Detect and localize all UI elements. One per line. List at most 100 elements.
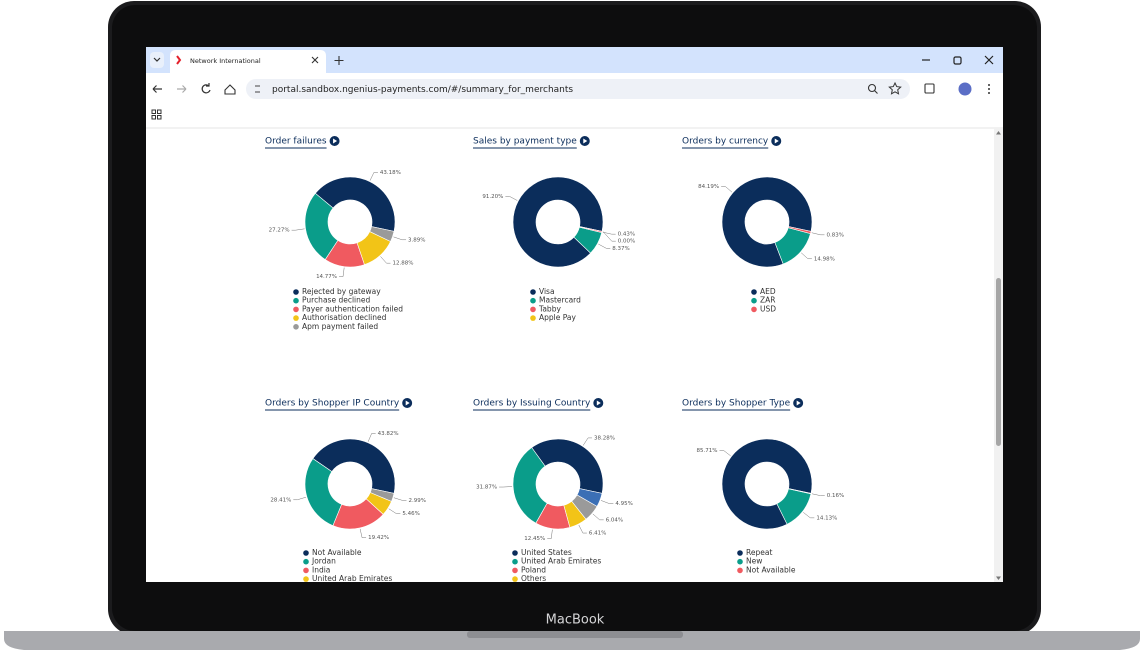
legend-marker [530,315,536,321]
legend-marker [530,289,536,295]
slice-label: 6.41% [589,531,606,537]
menu[interactable] [988,84,990,86]
back[interactable] [152,85,162,93]
leader-line [598,243,611,249]
legend-marker [530,306,536,313]
profile[interactable] [958,82,972,96]
legend-label: USD [760,304,776,313]
slice-label: 38.28% [594,435,615,441]
slice-label: 6.04% [606,517,623,523]
leader-line [600,500,614,504]
leader-line [339,267,345,277]
leader-line [393,497,407,501]
legend-label: Not Available [312,548,362,557]
slice-label: 28.41% [270,497,291,503]
donut-slice [312,438,396,494]
tab-search[interactable] [150,52,164,68]
legend-label: Repeat [746,548,772,557]
info-arrow [405,400,410,406]
donut-slice [369,488,395,502]
leader-line [602,231,616,242]
leader-line [505,196,518,201]
reload[interactable] [201,83,211,94]
legend-label: Authorisation declined [302,313,387,322]
legend-marker [293,306,299,313]
slice-label: 4.95% [615,501,632,507]
leader-line [293,496,307,501]
slice-label: 2.99% [408,498,425,504]
restore[interactable] [953,56,962,65]
screen [146,47,1003,582]
scroll-up[interactable] [996,131,1001,135]
legend-label: Jordan [311,557,336,566]
legend-label: Visa [539,287,555,296]
slice-label: 27.27% [269,228,290,234]
new-tab[interactable] [334,56,344,65]
legend-marker [303,567,309,574]
info-arrow [333,138,338,144]
legend-marker [303,576,309,582]
extensions[interactable] [924,83,935,94]
apps-icon[interactable] [151,109,162,120]
legend-label: Apm payment failed [302,322,378,331]
donut-slice [721,176,813,268]
slice-label: 8.37% [612,246,629,252]
chart: Orders by Shopper Type 85.71% 14.13% 0.16% R… [682,398,844,574]
scrollbar-thumb[interactable] [996,278,1001,446]
legend-label: Payer authentication failed [302,304,403,313]
slice-label: 84.19% [698,184,719,190]
close-window[interactable] [984,55,994,65]
legend-label: Purchase declined [302,296,370,305]
tab-close[interactable] [311,56,319,64]
chart-title: Orders by Shopper Type [682,399,791,409]
leader-line [721,186,733,193]
legend-marker [751,297,757,304]
slice-label: 91.20% [482,194,503,200]
address-bar[interactable] [246,79,910,99]
legend-label: New [746,557,762,566]
legend-label: ZAR [760,296,775,305]
chart: Orders by Shopper IP Country 43.82% 28.41%… [265,398,426,582]
leader-line [291,228,305,231]
laptop-base [4,631,1140,650]
slice-label: 14.98% [814,256,835,262]
chart-title: Orders by Issuing Country [473,399,591,409]
legend-marker [737,567,743,574]
donut-slice [314,176,396,232]
chart-title: Order failures [265,137,327,147]
device-label: MacBook [546,613,605,628]
leader-line [719,450,731,457]
leader-line [803,512,815,519]
donut-slice [579,226,603,233]
leader-line [592,513,604,521]
leader-line [359,528,367,538]
leader-line [602,231,616,235]
slice-label: 0.16% [827,493,844,499]
legend-marker [512,576,518,582]
slice-label: 43.82% [378,431,399,437]
slice-label: 3.89% [408,237,425,243]
slice-label: 14.13% [816,515,837,521]
chart: Orders by Issuing Country 38.28% 31.87% 12.… [473,398,633,582]
home[interactable] [224,84,236,95]
legend-marker [737,550,743,556]
active-tab[interactable] [170,50,326,73]
legend-label: Apple Pay [539,313,577,322]
slice-label: 31.87% [476,485,497,491]
tab-title: Network International [190,57,261,65]
dashboard: Order failures 43.18% 27.27% 14.77% 12.88% 3.… [265,136,844,582]
info-arrow [796,400,801,406]
legend-marker [303,550,309,556]
site-info[interactable] [255,85,260,93]
bookmark[interactable] [888,81,902,95]
legend-marker [512,558,518,565]
legend-label: United Arab Emirates [521,557,601,566]
forward[interactable] [177,85,187,93]
zoom[interactable] [867,83,877,93]
legend-label: Poland [521,565,546,574]
scroll-down[interactable] [996,576,1001,581]
chart-title: Orders by currency [682,137,769,147]
legend-marker [751,289,757,295]
donut-slice [576,488,603,507]
slice-label: 0.00% [618,239,635,245]
